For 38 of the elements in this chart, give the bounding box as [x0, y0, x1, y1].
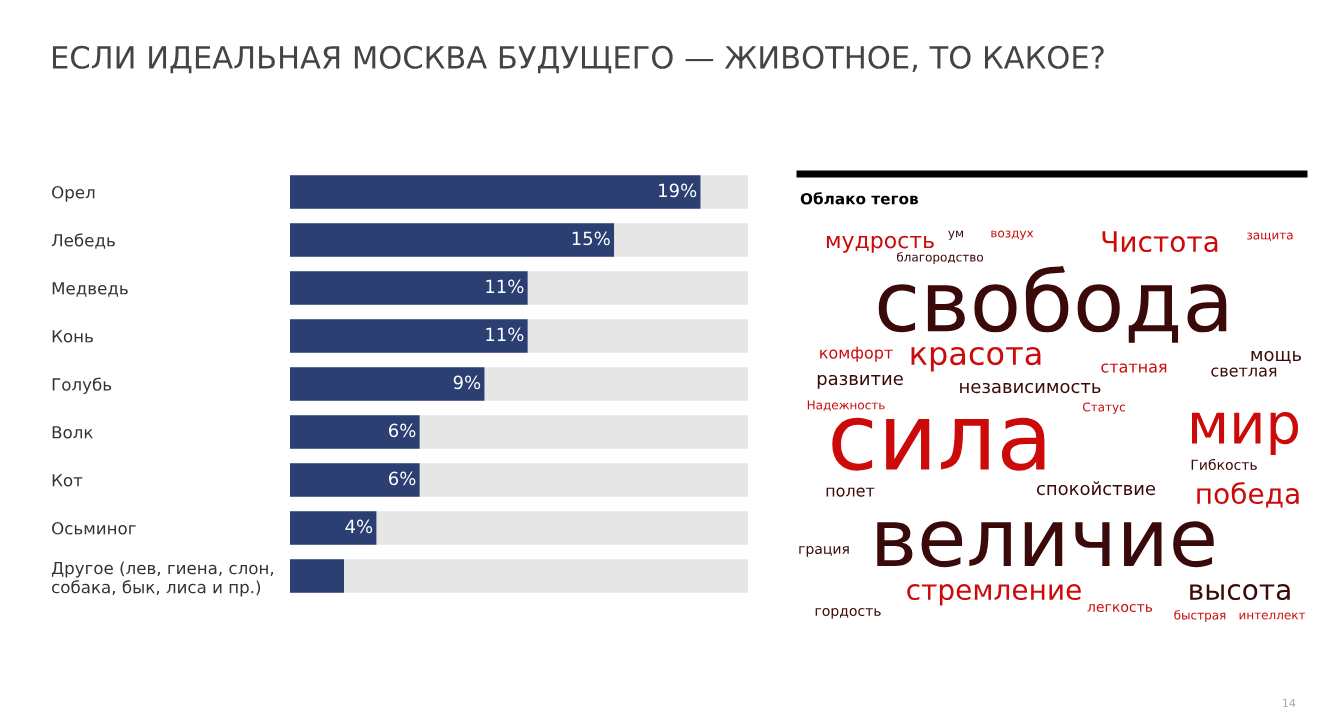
y-tick-label: Орел [52, 185, 95, 202]
text: светлая [1211, 367, 1277, 377]
text: спокойствие [1036, 481, 1156, 496]
data-label: 15% [572, 231, 610, 246]
text: независимость [960, 382, 1101, 394]
text: стремление [907, 584, 1081, 606]
data-label: 19% [659, 183, 697, 198]
bar [290, 511, 377, 545]
data-label: 6% [389, 423, 416, 438]
text: мощь [1251, 350, 1302, 364]
text: полет [826, 487, 875, 497]
text: высота [1190, 584, 1290, 601]
text: статная [1101, 363, 1167, 373]
data-label: 11% [486, 279, 524, 294]
y-tick-label: Голубь [52, 377, 112, 394]
text: сила [832, 417, 1045, 471]
data-label: 11% [486, 327, 524, 342]
data-label: 6% [389, 471, 416, 486]
chart-title: ЕСЛИ ИДЕАЛЬНАЯ МОСКВА БУДУЩЕГО — ЖИВОТНОЕ, ТО КАКОЕ? [53, 45, 1104, 74]
text: свобода [878, 265, 1227, 343]
text: комфорт [820, 346, 893, 362]
y-tick-label: Другое (лев, гиена, слон, собака, бык, лиса и пр.) [51, 561, 274, 597]
text: величие [877, 521, 1214, 568]
y-tick-label: Лебедь [51, 233, 115, 249]
y-tick-label: Волк [52, 426, 93, 439]
y-tick-label: Конь [52, 330, 93, 343]
y-tick-label: Кот [52, 474, 83, 487]
text: победа [1197, 481, 1299, 508]
text: мудрость [826, 235, 934, 253]
data-label: 9% [453, 375, 481, 390]
y-tick-label: Осьминог [52, 521, 136, 535]
text: мир [1191, 412, 1299, 456]
y-tick-label: Медведь [52, 282, 128, 297]
text: красота [911, 346, 1041, 372]
text: Чистота [1102, 231, 1218, 253]
text: развитие [817, 374, 903, 389]
data-label: 4% [345, 519, 373, 534]
bar [290, 559, 345, 593]
